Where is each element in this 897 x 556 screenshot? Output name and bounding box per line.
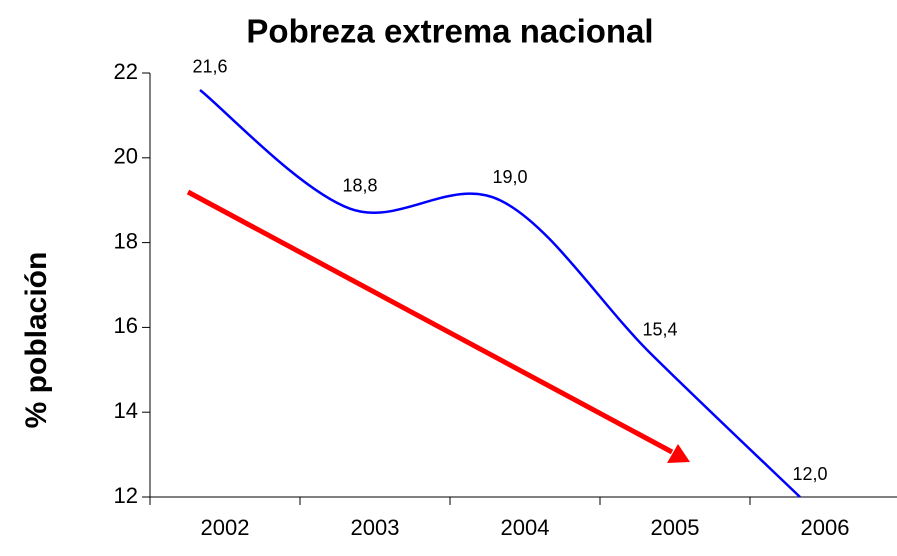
y-tick-label: 12 [114, 483, 138, 508]
x-tick-label: 2006 [801, 515, 850, 540]
data-label: 15,4 [642, 320, 677, 340]
y-tick-label: 22 [114, 59, 138, 84]
y-axis-label: % población [20, 252, 53, 429]
x-tick-label: 2003 [351, 515, 400, 540]
trend-arrow [186, 189, 690, 463]
x-tick-label: 2004 [501, 515, 550, 540]
data-label: 19,0 [492, 167, 527, 187]
data-label: 18,8 [342, 175, 377, 195]
y-tick-label: 18 [114, 228, 138, 253]
data-label: 21,6 [192, 57, 227, 77]
x-tick-label: 2005 [651, 515, 700, 540]
y-tick-label: 14 [114, 398, 138, 423]
y-tick-label: 20 [114, 144, 138, 169]
x-tick-label: 2002 [201, 515, 250, 540]
data-label: 12,0 [792, 464, 827, 484]
chart-title: Pobreza extrema nacional [246, 13, 653, 50]
y-tick-label: 16 [114, 313, 138, 338]
data-line [199, 88, 801, 498]
